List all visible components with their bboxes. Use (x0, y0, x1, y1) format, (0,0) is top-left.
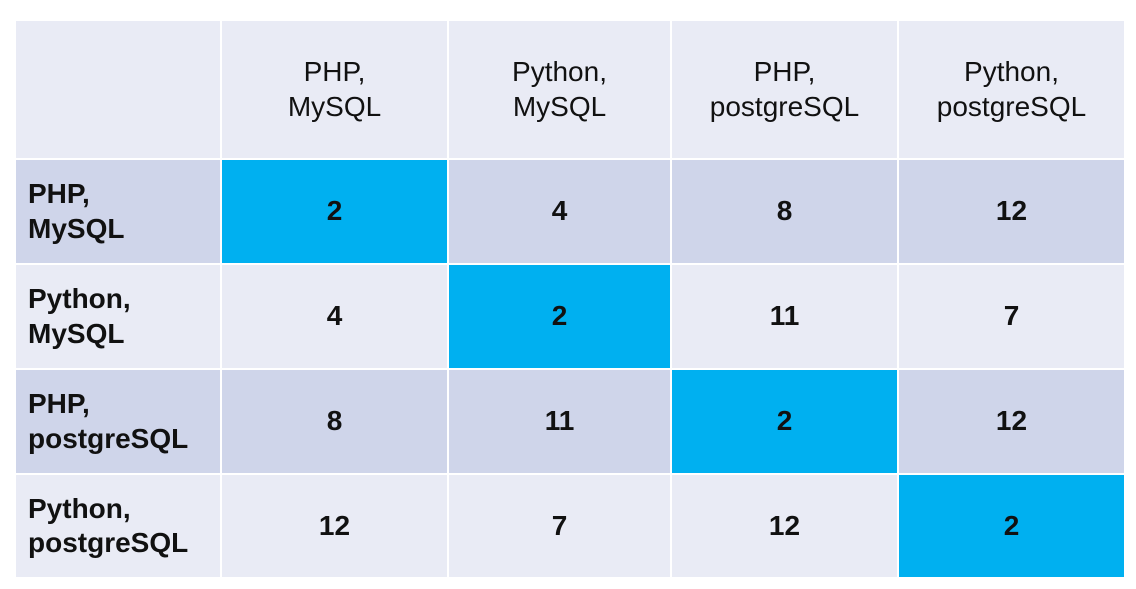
table-cell: 11 (672, 265, 897, 368)
table-cell: 2 (449, 265, 670, 368)
table-cell: 4 (449, 160, 670, 263)
table-cell: 7 (899, 265, 1124, 368)
row-header-python-mysql: Python, MySQL (16, 265, 220, 368)
table-cell: 12 (899, 160, 1124, 263)
table-cell: 12 (899, 370, 1124, 473)
table-cell: 4 (222, 265, 447, 368)
row-header-python-postgresql: Python, postgreSQL (16, 475, 220, 577)
comparison-matrix: PHP, MySQL Python, MySQL PHP, postgreSQL… (16, 21, 1124, 577)
table-cell: 12 (672, 475, 897, 577)
table-cell: 2 (672, 370, 897, 473)
table-cell: 2 (222, 160, 447, 263)
column-header-python-postgresql: Python, postgreSQL (899, 21, 1124, 158)
table-cell: 2 (899, 475, 1124, 577)
row-header-php-postgresql: PHP, postgreSQL (16, 370, 220, 473)
table-cell: 11 (449, 370, 670, 473)
table-cell: 12 (222, 475, 447, 577)
table-cell: 8 (672, 160, 897, 263)
column-header-php-postgresql: PHP, postgreSQL (672, 21, 897, 158)
row-header-php-mysql: PHP, MySQL (16, 160, 220, 263)
column-header-python-mysql: Python, MySQL (449, 21, 670, 158)
corner-cell (16, 21, 220, 158)
column-header-php-mysql: PHP, MySQL (222, 21, 447, 158)
table-cell: 7 (449, 475, 670, 577)
table-cell: 8 (222, 370, 447, 473)
